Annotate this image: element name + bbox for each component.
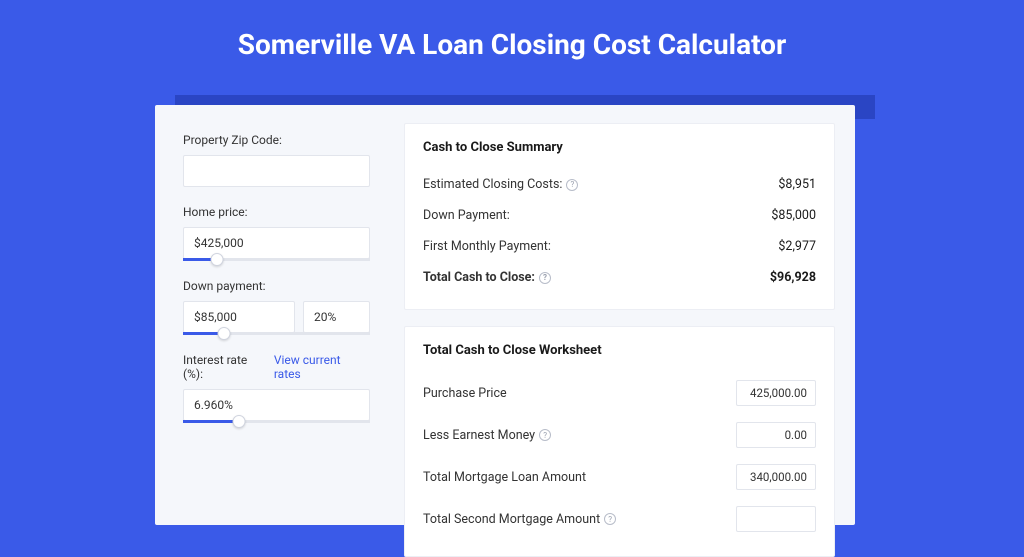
home-price-slider-thumb[interactable] <box>210 253 223 266</box>
summary-row: Down Payment: $85,000 <box>423 200 816 231</box>
worksheet-row-value[interactable]: 340,000.00 <box>736 464 816 490</box>
summary-row: First Monthly Payment: $2,977 <box>423 231 816 262</box>
worksheet-row-value[interactable] <box>736 506 816 532</box>
worksheet-row-label: Total Mortgage Loan Amount <box>423 470 586 485</box>
summary-row-label: Estimated Closing Costs: <box>423 177 562 192</box>
interest-rate-slider-thumb[interactable] <box>233 415 246 428</box>
worksheet-section: Total Cash to Close Worksheet Purchase P… <box>404 326 835 557</box>
view-rates-link[interactable]: View current rates <box>274 353 370 381</box>
worksheet-row: Total Second Mortgage Amount ? <box>423 498 816 540</box>
zip-label: Property Zip Code: <box>183 133 370 147</box>
down-payment-input[interactable]: $85,000 <box>183 301 295 333</box>
interest-rate-label-text: Interest rate (%): <box>183 353 270 381</box>
down-payment-slider-thumb[interactable] <box>218 327 231 340</box>
worksheet-row-label: Less Earnest Money <box>423 428 535 443</box>
interest-rate-slider[interactable] <box>183 420 370 423</box>
worksheet-row-value[interactable]: 425,000.00 <box>736 380 816 406</box>
help-icon[interactable]: ? <box>539 429 551 441</box>
home-price-label: Home price: <box>183 205 370 219</box>
help-icon[interactable]: ? <box>604 513 616 525</box>
summary-row-label: First Monthly Payment: <box>423 239 551 254</box>
interest-rate-input[interactable]: 6.960% <box>183 389 370 421</box>
worksheet-row: Purchase Price 425,000.00 <box>423 372 816 414</box>
worksheet-row-label: Purchase Price <box>423 386 507 401</box>
worksheet-row-label: Total Second Mortgage Amount <box>423 512 600 527</box>
summary-row-value: $8,951 <box>778 177 816 192</box>
worksheet-row: Total Mortgage Loan Amount 340,000.00 <box>423 456 816 498</box>
worksheet-heading: Total Cash to Close Worksheet <box>423 343 816 358</box>
down-payment-pct-input[interactable]: 20% <box>303 301 370 333</box>
zip-field: Property Zip Code: <box>183 133 370 187</box>
calculator-card: Property Zip Code: Home price: $425,000 … <box>155 105 855 525</box>
summary-row: Estimated Closing Costs: ? $8,951 <box>423 169 816 200</box>
home-price-slider[interactable] <box>183 258 370 261</box>
page-title: Somerville VA Loan Closing Cost Calculat… <box>0 0 1024 89</box>
worksheet-row: Less Earnest Money ? 0.00 <box>423 414 816 456</box>
down-payment-field: Down payment: $85,000 20% <box>183 279 370 335</box>
summary-total-row: Total Cash to Close: ? $96,928 <box>423 262 816 293</box>
summary-row-label: Down Payment: <box>423 208 510 223</box>
help-icon[interactable]: ? <box>566 179 578 191</box>
summary-heading: Cash to Close Summary <box>423 140 816 155</box>
summary-total-label: Total Cash to Close: <box>423 270 535 285</box>
summary-section: Cash to Close Summary Estimated Closing … <box>404 123 835 310</box>
summary-row-value: $2,977 <box>778 239 816 254</box>
zip-input[interactable] <box>183 155 370 187</box>
down-payment-slider[interactable] <box>183 332 370 335</box>
interest-rate-label: Interest rate (%): View current rates <box>183 353 370 381</box>
down-payment-label: Down payment: <box>183 279 370 293</box>
inputs-panel: Property Zip Code: Home price: $425,000 … <box>155 105 390 525</box>
interest-rate-field: Interest rate (%): View current rates 6.… <box>183 353 370 423</box>
results-panel: Cash to Close Summary Estimated Closing … <box>390 105 855 525</box>
home-price-field: Home price: $425,000 <box>183 205 370 261</box>
interest-rate-slider-fill <box>183 420 239 423</box>
summary-total-value: $96,928 <box>770 270 816 285</box>
help-icon[interactable]: ? <box>539 272 551 284</box>
summary-row-value: $85,000 <box>771 208 816 223</box>
worksheet-row-value[interactable]: 0.00 <box>736 422 816 448</box>
